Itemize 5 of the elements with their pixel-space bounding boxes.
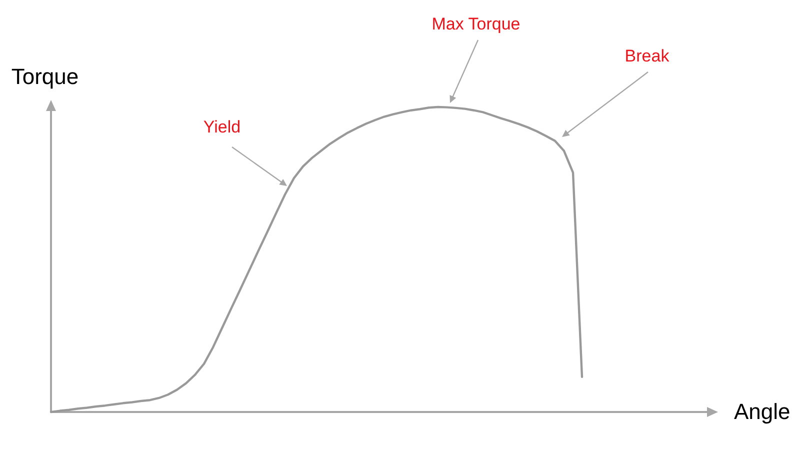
text: Max Torque xyxy=(432,14,520,34)
annotation: Yield xyxy=(203,118,241,137)
x-axis-title: Angle xyxy=(734,399,790,424)
y-axis-title: Torque xyxy=(11,64,79,90)
text: Break xyxy=(624,46,670,66)
